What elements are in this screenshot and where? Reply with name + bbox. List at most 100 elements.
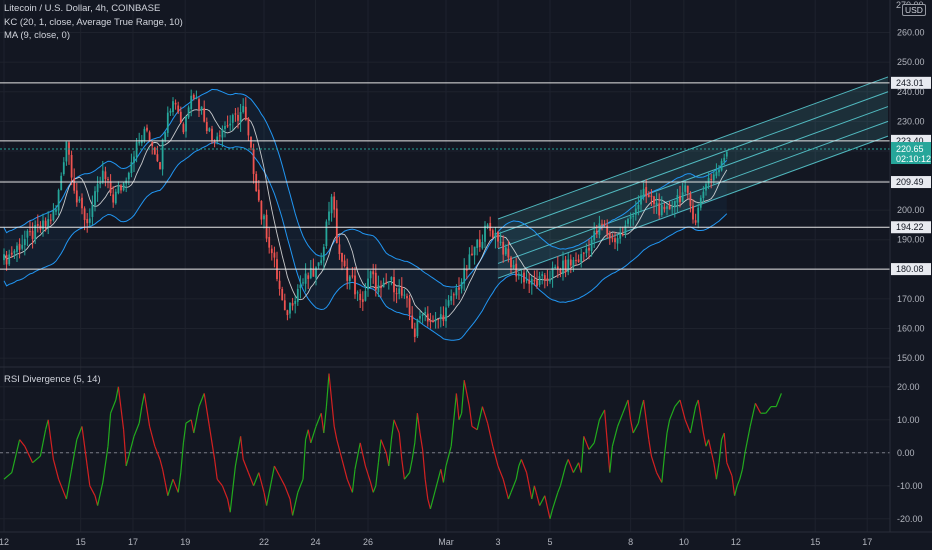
rsi-segment bbox=[198, 393, 205, 407]
rsi-segment bbox=[242, 459, 249, 473]
rsi-segment bbox=[713, 462, 717, 480]
candle-body bbox=[546, 278, 549, 281]
candle-body bbox=[588, 247, 590, 251]
rsi-legend[interactable]: RSI Divergence (5, 14) bbox=[4, 374, 101, 385]
rsi-segment bbox=[510, 478, 517, 493]
rsi-segment bbox=[380, 439, 387, 454]
symbol-legend[interactable]: Litecoin / U.S. Dollar, 4h, COINBASE bbox=[4, 3, 161, 14]
candle-body bbox=[408, 298, 411, 315]
candle-body bbox=[580, 253, 583, 263]
rsi-segment bbox=[455, 393, 460, 420]
kc-upper bbox=[3, 88, 728, 288]
rsi-segment bbox=[411, 442, 416, 460]
rsi-segment bbox=[47, 419, 54, 460]
candle-body bbox=[364, 290, 367, 301]
candle-body bbox=[34, 225, 37, 240]
candle-body bbox=[91, 205, 94, 217]
candle-body bbox=[541, 274, 544, 276]
candle-body bbox=[208, 128, 211, 132]
rsi-segment bbox=[203, 393, 210, 427]
candle-body bbox=[536, 280, 538, 287]
time-tick-label: 15 bbox=[810, 537, 820, 547]
candle-body bbox=[57, 189, 60, 211]
rsi-segment bbox=[643, 399, 650, 440]
candle-body bbox=[328, 211, 330, 221]
candle-body bbox=[663, 206, 666, 210]
rsi-axis: 20.00 10.00 0.00 -10.00 -20.00 bbox=[897, 382, 923, 524]
level-price-pill bbox=[891, 221, 931, 234]
rsi-segment bbox=[593, 419, 600, 444]
candle-body bbox=[273, 252, 276, 258]
candle-body bbox=[231, 115, 234, 123]
rsi-segment bbox=[723, 432, 728, 463]
candle-body bbox=[13, 250, 16, 254]
rsi-segment bbox=[208, 426, 216, 460]
rsi-segment bbox=[419, 432, 424, 450]
candle-body bbox=[307, 275, 310, 279]
countdown-text: 02:10:12 bbox=[896, 154, 931, 164]
candle-body bbox=[286, 310, 289, 316]
candle-body bbox=[99, 182, 102, 184]
candle-body bbox=[151, 142, 154, 147]
candle-body bbox=[244, 106, 247, 121]
candle-body bbox=[515, 263, 518, 277]
rsi-segment bbox=[650, 455, 658, 473]
candle-body bbox=[257, 189, 260, 201]
candle-body bbox=[161, 139, 164, 170]
candle-body bbox=[562, 260, 564, 275]
candle-body bbox=[187, 107, 190, 118]
candle-body bbox=[411, 315, 414, 329]
candle-body bbox=[673, 200, 676, 208]
candle-body bbox=[512, 264, 515, 268]
rsi-segment bbox=[507, 492, 512, 500]
rsi-segment bbox=[123, 429, 127, 467]
ma-legend[interactable]: MA (9, close, 0) bbox=[4, 30, 70, 41]
rsi-segment bbox=[416, 413, 421, 434]
rsi-segment bbox=[32, 455, 41, 464]
candle-body bbox=[432, 320, 434, 323]
candle-body bbox=[395, 293, 398, 295]
candle-body bbox=[684, 185, 687, 192]
rsi-segment bbox=[708, 439, 715, 463]
candle-body bbox=[252, 148, 255, 174]
candle-body bbox=[247, 118, 250, 136]
candle-body bbox=[406, 296, 408, 299]
rsi-segment bbox=[552, 492, 559, 510]
currency-badge[interactable]: USD bbox=[902, 4, 926, 16]
candle-body bbox=[3, 254, 5, 261]
candle-body bbox=[707, 178, 710, 185]
candle-body bbox=[78, 199, 81, 201]
rsi-segment bbox=[557, 485, 561, 493]
candle-body bbox=[660, 205, 663, 216]
rsi-segment bbox=[58, 478, 67, 500]
rsi-segment bbox=[414, 413, 418, 443]
candle-body bbox=[507, 248, 510, 258]
price-tick-label: 240.00 bbox=[897, 87, 925, 97]
rsi-segment bbox=[76, 426, 83, 440]
rsi-segment bbox=[531, 485, 535, 500]
candle-body bbox=[21, 244, 24, 249]
rsi-segment bbox=[138, 406, 143, 424]
rsi-segment bbox=[731, 475, 736, 496]
rsi-segment bbox=[697, 399, 704, 434]
rsi-segment bbox=[520, 459, 528, 473]
rsi-segment bbox=[715, 462, 720, 480]
candle-body bbox=[49, 219, 52, 221]
candle-body bbox=[263, 215, 265, 220]
price-tick-label: 260.00 bbox=[897, 28, 925, 38]
candle-body bbox=[582, 252, 585, 254]
candle-body bbox=[23, 239, 26, 246]
candle-body bbox=[416, 319, 419, 337]
rsi-segment bbox=[669, 406, 676, 421]
candle-body bbox=[621, 233, 624, 236]
kc-legend[interactable]: KC (20, 1, close, Average True Range, 10… bbox=[4, 17, 183, 28]
rsi-segment bbox=[336, 439, 343, 460]
candle-body bbox=[42, 220, 44, 229]
rsi-segment bbox=[234, 436, 242, 467]
candle-body bbox=[104, 171, 107, 180]
candle-body bbox=[538, 276, 541, 286]
candle-body bbox=[528, 279, 531, 284]
rsi-segment bbox=[133, 422, 140, 437]
rsi-segment bbox=[487, 422, 494, 447]
